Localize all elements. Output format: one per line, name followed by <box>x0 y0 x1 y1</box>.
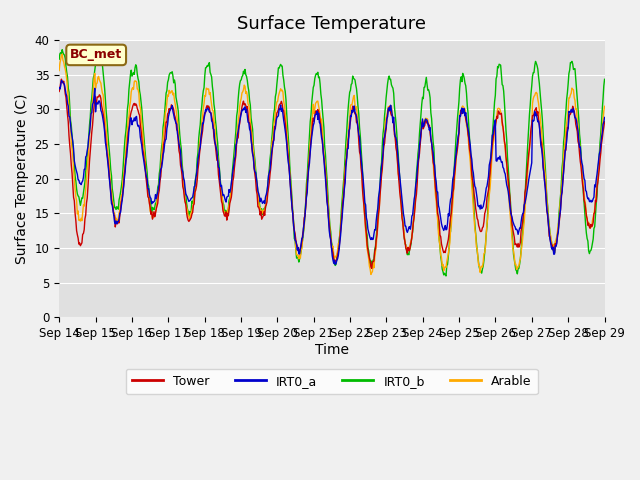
Text: BC_met: BC_met <box>70 48 122 61</box>
Legend: Tower, IRT0_a, IRT0_b, Arable: Tower, IRT0_a, IRT0_b, Arable <box>126 369 538 394</box>
Title: Surface Temperature: Surface Temperature <box>237 15 426 33</box>
X-axis label: Time: Time <box>315 343 349 357</box>
Y-axis label: Surface Temperature (C): Surface Temperature (C) <box>15 94 29 264</box>
